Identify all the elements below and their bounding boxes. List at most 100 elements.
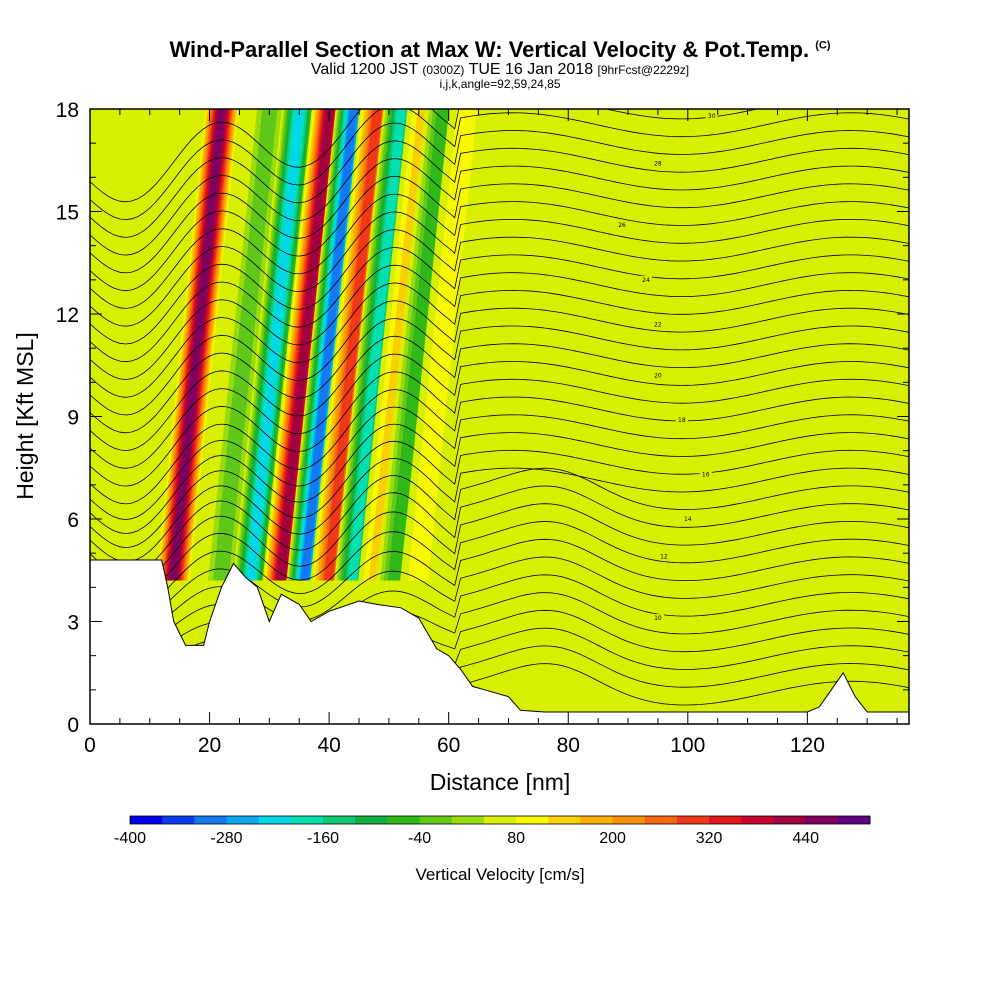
x-axis-title: Distance [nm]: [430, 769, 571, 795]
colorbar-swatch: [805, 816, 839, 824]
colorbar-swatch: [323, 816, 356, 824]
theta-label: 24: [642, 277, 650, 284]
colorbar-tick-label: 320: [696, 830, 723, 847]
theta-label-bg: [699, 470, 712, 478]
colorbar-swatch: [162, 816, 195, 824]
theta-contour: [90, 353, 909, 469]
theta-contour: [90, 109, 759, 203]
velocity-band: [262, 109, 348, 581]
terrain-mask: [90, 559, 909, 724]
theta-contour: [90, 229, 909, 345]
velocity-band: [155, 109, 240, 581]
colorbar-swatch: [387, 816, 421, 824]
chart-indices: i,j,k,angle=92,59,24,85: [439, 77, 561, 91]
colorbar-tick-label: -40: [408, 830, 431, 847]
theta-contour: [90, 264, 909, 380]
theta-label: 18: [678, 417, 686, 424]
x-tick-label: 40: [317, 734, 340, 757]
theta-label: 28: [654, 161, 662, 168]
colorbar-swatch: [194, 816, 228, 824]
theta-contour: [90, 140, 909, 256]
theta-label-bg: [657, 552, 670, 560]
theta-label-bg: [616, 221, 629, 229]
x-tick-label: 120: [790, 734, 825, 757]
theta-contour: [90, 521, 909, 614]
y-tick-label: 6: [67, 509, 79, 532]
theta-contour: [90, 406, 909, 520]
colorbar-tick-label: 440: [792, 830, 819, 847]
theta-label-bg: [675, 415, 688, 423]
theta-label: 14: [684, 516, 692, 523]
theta-label-bg: [639, 275, 652, 283]
colorbar-tick-label: -160: [307, 830, 339, 847]
x-tick-label: 20: [198, 734, 221, 757]
colorbar-frame: [129, 815, 871, 825]
x-tick-label: 100: [670, 734, 705, 757]
colorbar-swatch: [644, 816, 678, 824]
theta-contour: [90, 282, 909, 398]
velocity-band-layer: [169, 109, 226, 581]
x-tick-label: 0: [84, 734, 96, 757]
velocity-band-layer: [246, 109, 305, 581]
theta-label-bg: [651, 320, 664, 328]
colorbar-swatch: [676, 816, 710, 824]
colorbar-swatch: [516, 816, 549, 824]
velocity-band-layer: [347, 109, 406, 581]
theta-contour: [90, 423, 909, 534]
theta-contour: [90, 158, 909, 274]
theta-contour: [90, 485, 909, 591]
colorbar-swatch: [773, 816, 807, 824]
theta-contour: [90, 371, 909, 487]
y-tick-label: 15: [56, 202, 79, 225]
colorbar-tick-label: 80: [507, 830, 525, 847]
theta-contour: [90, 467, 909, 577]
colorbar-swatch: [580, 816, 614, 824]
theta-contour: [90, 538, 909, 625]
colorbar: -400 -280 -160 -40 80 200 320 440: [114, 815, 871, 847]
colorbar-swatch: [741, 816, 774, 824]
theta-contour: [90, 440, 909, 549]
theta-contour: [90, 389, 909, 505]
y-tick-label: 3: [67, 612, 79, 635]
theta-label-bg: [651, 371, 664, 379]
velocity-band-layer: [276, 109, 334, 581]
theta-contour: [90, 122, 909, 238]
theta-label: 30: [708, 113, 716, 120]
y-tick-label: 9: [67, 407, 79, 430]
colorbar-swatch: [548, 816, 581, 824]
y-tick-label: 18: [56, 99, 79, 122]
colorbar-title: Vertical Velocity [cm/s]: [415, 865, 584, 884]
theta-contour: [90, 211, 909, 327]
theta-label: 10: [654, 615, 662, 622]
colorbar-swatch: [612, 816, 646, 824]
theta-contour: [90, 109, 909, 221]
colorbar-swatch: [258, 816, 292, 824]
x-tick-label: 60: [437, 734, 460, 757]
theta-label-bg: [651, 614, 664, 622]
theta-contour: [90, 457, 909, 563]
x-tick-label: 80: [557, 734, 580, 757]
theta-label-bg: [651, 159, 664, 167]
theta-label-bg: [681, 515, 694, 522]
theta-contour: [90, 318, 909, 434]
colorbar-swatch: [837, 816, 871, 824]
theta-contour: [90, 246, 909, 363]
theta-label: 22: [654, 321, 662, 328]
theta-label-bg: [705, 111, 718, 119]
colorbar-swatch: [709, 816, 742, 824]
theta-contour: [90, 193, 909, 309]
velocity-band-layer: [387, 109, 450, 581]
theta-contour: [90, 300, 909, 416]
colorbar-tick-label: -400: [114, 830, 146, 847]
theta-label: 12: [660, 554, 668, 561]
colorbar-tick-label: 200: [599, 830, 626, 847]
colorbar-tick-label: -280: [210, 830, 242, 847]
colorbar-swatch: [226, 816, 260, 824]
colorbar-swatch: [483, 816, 517, 824]
colorbar-swatch: [130, 816, 163, 824]
velocity-band: [232, 109, 318, 581]
colorbar-swatch: [419, 816, 453, 824]
chart-subtitle: Valid 1200 JST (0300Z) TUE 16 Jan 2018 […: [310, 61, 690, 78]
theta-contour: [90, 175, 909, 292]
